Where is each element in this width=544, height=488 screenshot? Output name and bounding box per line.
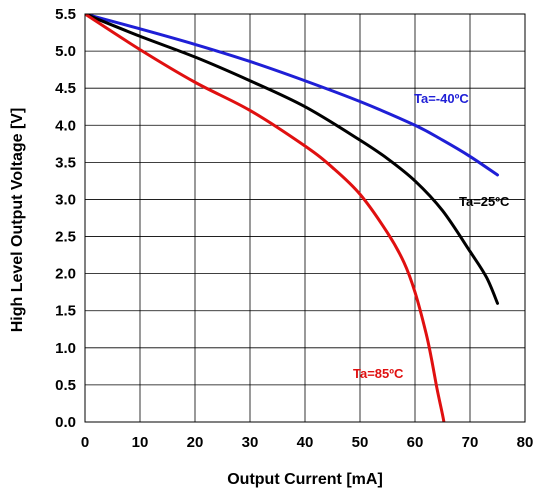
series-line-minus40	[85, 14, 499, 177]
x-tick-label: 80	[517, 434, 534, 451]
y-tick-label: 0.5	[55, 377, 76, 394]
y-tick-label: 5.5	[55, 6, 76, 23]
x-tick-label: 30	[242, 434, 259, 451]
series-label-25: Ta=25ºC	[459, 194, 510, 209]
series-line-85	[85, 14, 446, 422]
y-tick-label: 5.0	[55, 43, 76, 60]
x-tick-label: 20	[187, 434, 204, 451]
series-label-85: Ta=85ºC	[353, 366, 404, 381]
y-tick-label: 0.0	[55, 414, 76, 431]
x-tick-label: 0	[81, 434, 89, 451]
y-tick-label: 2.5	[55, 229, 76, 246]
y-tick-label: 4.5	[55, 80, 76, 97]
y-tick-label: 1.5	[55, 303, 76, 320]
series-label-minus40: Ta=-40ºC	[414, 91, 469, 106]
x-tick-label: 10	[132, 434, 149, 451]
y-tick-label: 3.0	[55, 191, 76, 208]
x-tick-labels: 0 10 20 30 40 50 60 70 80	[81, 434, 534, 451]
grid	[84, 13, 526, 423]
x-tick-label: 70	[462, 434, 479, 451]
x-tick-label: 60	[407, 434, 424, 451]
y-tick-label: 3.5	[55, 154, 76, 171]
x-axis-label: Output Current [mA]	[227, 471, 383, 488]
x-tick-label: 40	[297, 434, 314, 451]
y-tick-label: 1.0	[55, 340, 76, 357]
x-tick-label: 50	[352, 434, 369, 451]
y-axis-label: High Level Output Voltage [V]	[9, 108, 26, 333]
series-labels: Ta=-40ºC Ta=25ºC Ta=85ºC	[353, 91, 510, 381]
y-tick-label: 2.0	[55, 266, 76, 283]
series-line-25	[85, 14, 499, 305]
y-tick-label: 4.0	[55, 117, 76, 134]
y-tick-labels: 0.0 0.5 1.0 1.5 2.0 2.5 3.0 3.5 4.0 4.5 5.0 5.5	[55, 6, 76, 431]
plot-frame	[84, 13, 526, 423]
series-group	[85, 14, 499, 422]
